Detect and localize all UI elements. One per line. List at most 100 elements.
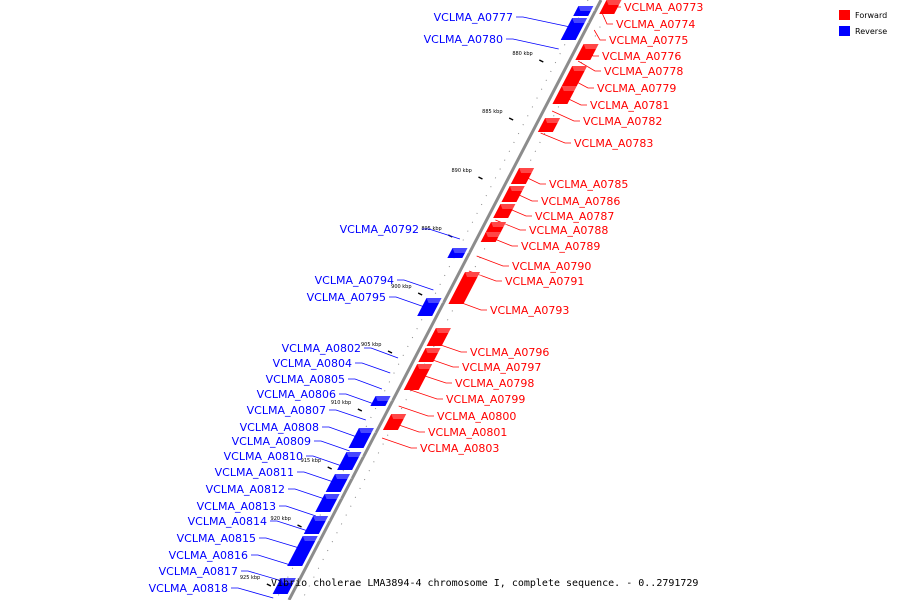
- forward-gene-label[interactable]: VCLMA_A0774: [616, 18, 695, 31]
- forward-gene-label[interactable]: VCLMA_A0789: [521, 240, 600, 253]
- reverse-gene-block[interactable]: [287, 536, 318, 566]
- forward-gene-label[interactable]: VCLMA_A0799: [446, 393, 525, 406]
- forward-gene-label[interactable]: VCLMA_A0779: [597, 82, 676, 95]
- reverse-leader-line: [288, 488, 325, 500]
- forward-gene-label[interactable]: VCLMA_A0782: [583, 115, 662, 128]
- reverse-leader-line: [348, 378, 383, 390]
- gene-block-bevel: [358, 428, 376, 433]
- forward-gene-block[interactable]: [426, 328, 451, 346]
- reverse-gene-block[interactable]: [560, 18, 588, 40]
- reverse-gene-label[interactable]: VCLMA_A0806: [257, 388, 336, 401]
- forward-gene-label[interactable]: VCLMA_A0773: [624, 1, 703, 14]
- reverse-gene-label[interactable]: VCLMA_A0816: [169, 549, 248, 562]
- gene-block-bevel: [545, 118, 563, 123]
- forward-gene-block[interactable]: [448, 272, 481, 304]
- reverse-gene-block[interactable]: [573, 6, 594, 16]
- tick-mark: [266, 583, 272, 587]
- reverse-leader-line: [329, 409, 366, 421]
- reverse-gene-block[interactable]: [337, 452, 362, 470]
- forward-leader-line: [398, 405, 434, 417]
- forward-gene-block[interactable]: [418, 348, 441, 362]
- reverse-leader-line: [241, 570, 283, 582]
- reverse-gene-label[interactable]: VCLMA_A0804: [273, 357, 352, 370]
- forward-gene-block[interactable]: [493, 204, 516, 218]
- forward-gene-label[interactable]: VCLMA_A0781: [590, 99, 669, 112]
- forward-gene-label[interactable]: VCLMA_A0778: [604, 65, 683, 78]
- forward-gene-label[interactable]: VCLMA_A0796: [470, 346, 549, 359]
- reverse-gene-label[interactable]: VCLMA_A0780: [424, 33, 503, 46]
- reverse-gene-block[interactable]: [447, 248, 468, 258]
- forward-gene-label[interactable]: VCLMA_A0800: [437, 410, 516, 423]
- forward-leader-line: [407, 388, 443, 400]
- reverse-gene-block[interactable]: [325, 474, 351, 492]
- legend-forward-label: Forward: [855, 11, 887, 20]
- reverse-leader-line: [270, 520, 309, 532]
- reverse-gene-label[interactable]: VCLMA_A0807: [247, 404, 326, 417]
- forward-gene-block[interactable]: [561, 66, 588, 86]
- reverse-gene-label[interactable]: VCLMA_A0813: [197, 500, 276, 513]
- reverse-gene-block[interactable]: [272, 578, 296, 594]
- reverse-leader-line: [506, 38, 559, 50]
- forward-gene-label[interactable]: VCLMA_A0785: [549, 178, 628, 191]
- reverse-gene-label[interactable]: VCLMA_A0805: [266, 373, 345, 386]
- forward-gene-block[interactable]: [510, 168, 535, 184]
- forward-gene-block[interactable]: [403, 364, 433, 390]
- forward-gene-label[interactable]: VCLMA_A0786: [541, 195, 620, 208]
- reverse-gene-label[interactable]: VCLMA_A0802: [282, 342, 361, 355]
- forward-gene-label[interactable]: VCLMA_A0787: [535, 210, 614, 223]
- reverse-gene-label[interactable]: VCLMA_A0812: [206, 483, 285, 496]
- reverse-gene-block[interactable]: [370, 396, 391, 406]
- reverse-gene-label[interactable]: VCLMA_A0811: [215, 466, 294, 479]
- forward-gene-block[interactable]: [480, 232, 501, 242]
- forward-gene-label[interactable]: VCLMA_A0798: [455, 377, 534, 390]
- forward-gene-label[interactable]: VCLMA_A0801: [428, 426, 507, 439]
- reverse-gene-label[interactable]: VCLMA_A0794: [315, 274, 394, 287]
- forward-gene-label[interactable]: VCLMA_A0790: [512, 260, 591, 273]
- forward-gene-label[interactable]: VCLMA_A0791: [505, 275, 584, 288]
- reverse-gene-label[interactable]: VCLMA_A0818: [149, 582, 228, 595]
- forward-gene-label[interactable]: VCLMA_A0803: [420, 442, 499, 455]
- reverse-leader-line: [422, 228, 461, 240]
- tick-label: 880 kbp: [512, 51, 532, 57]
- tick-mark: [508, 117, 514, 121]
- reverse-gene-label[interactable]: VCLMA_A0809: [232, 435, 311, 448]
- forward-gene-label[interactable]: VCLMA_A0793: [490, 304, 569, 317]
- reverse-gene-block[interactable]: [348, 428, 374, 448]
- forward-gene-label[interactable]: VCLMA_A0788: [529, 224, 608, 237]
- tick-label: 905 kbp: [361, 342, 381, 348]
- forward-gene-block[interactable]: [484, 222, 507, 234]
- forward-gene-block[interactable]: [382, 414, 407, 430]
- reverse-gene-label[interactable]: VCLMA_A0792: [340, 223, 419, 236]
- backbone-line: [287, 0, 603, 600]
- forward-leader-line: [381, 437, 417, 449]
- reverse-gene-label[interactable]: VCLMA_A0808: [240, 421, 319, 434]
- gene-block-bevel: [572, 18, 590, 23]
- forward-gene-label[interactable]: VCLMA_A0797: [462, 361, 541, 374]
- reverse-gene-block[interactable]: [315, 494, 340, 512]
- reverse-gene-label[interactable]: VCLMA_A0817: [159, 565, 238, 578]
- reverse-gene-label[interactable]: VCLMA_A0795: [307, 291, 386, 304]
- gene-block-bevel: [346, 452, 364, 457]
- forward-leader-line: [602, 13, 613, 25]
- gene-block-bevel: [500, 204, 518, 209]
- forward-gene-block[interactable]: [537, 118, 561, 132]
- forward-gene-block[interactable]: [599, 0, 622, 14]
- gene-block-bevel: [561, 86, 579, 91]
- reverse-gene-block[interactable]: [417, 298, 442, 316]
- reverse-gene-label[interactable]: VCLMA_A0814: [188, 515, 267, 528]
- forward-gene-block[interactable]: [575, 44, 599, 60]
- reverse-gene-block[interactable]: [303, 516, 329, 534]
- reverse-leader-line: [314, 440, 350, 452]
- reverse-gene-label[interactable]: VCLMA_A0815: [177, 532, 256, 545]
- forward-leader-line: [577, 60, 601, 72]
- forward-gene-block[interactable]: [552, 86, 577, 104]
- tick-mark: [539, 59, 544, 63]
- gene-block-bevel: [485, 232, 503, 237]
- reverse-gene-label[interactable]: VCLMA_A0810: [224, 450, 303, 463]
- reverse-leader-line: [279, 505, 317, 517]
- forward-gene-label[interactable]: VCLMA_A0775: [609, 34, 688, 47]
- forward-gene-label[interactable]: VCLMA_A0776: [602, 50, 681, 63]
- forward-gene-block[interactable]: [501, 186, 525, 202]
- reverse-gene-label[interactable]: VCLMA_A0777: [434, 11, 513, 24]
- forward-gene-label[interactable]: VCLMA_A0783: [574, 137, 653, 150]
